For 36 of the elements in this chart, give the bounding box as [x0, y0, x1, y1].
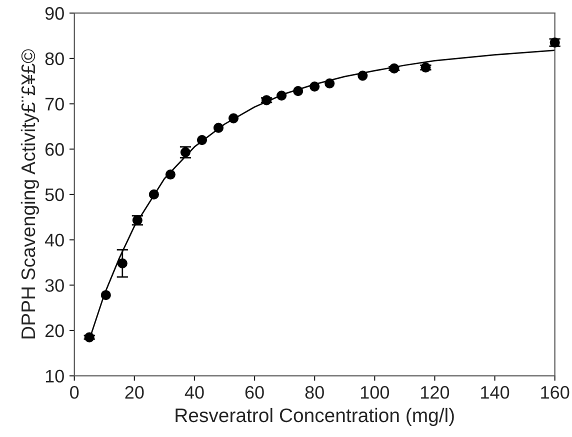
x-axis-title: Resveratrol Concentration (mg/l)	[176, 408, 454, 426]
y-tick-label: 30	[45, 279, 64, 292]
point	[420, 62, 431, 73]
y-tick-label: 50	[45, 188, 64, 202]
point	[100, 290, 111, 300]
point	[117, 258, 128, 268]
y-tick-label: 20	[45, 324, 64, 338]
y-tick-label: 40	[44, 234, 64, 247]
point	[293, 86, 304, 96]
point	[228, 113, 239, 124]
y-tick-label: 70	[45, 98, 64, 111]
y-tick-label: 60	[45, 143, 64, 156]
point	[262, 95, 272, 106]
y-axis-title: DPPH Scavenging Activity£¨£¥£©	[20, 49, 39, 338]
y-tick-label: 90	[45, 7, 64, 20]
x-tick-label: 40	[184, 386, 204, 399]
point	[389, 63, 400, 74]
x-tick-label: 160	[541, 386, 570, 399]
x-tick-label: 120	[421, 386, 450, 399]
point	[358, 70, 368, 81]
point	[84, 332, 94, 342]
x-tick-label: 60	[245, 386, 264, 399]
y-tick-label: 80	[45, 52, 64, 66]
point	[324, 78, 335, 88]
point	[196, 135, 208, 146]
point	[213, 122, 224, 133]
x-tick-label: 140	[481, 386, 510, 399]
x-tick-label: 80	[305, 386, 324, 399]
point	[310, 82, 320, 92]
y-tick-label: 10	[46, 370, 64, 383]
point	[276, 90, 287, 101]
x-tick-label: 20	[125, 386, 144, 399]
x-tick-label: 100	[360, 386, 390, 399]
point	[148, 189, 159, 200]
point	[165, 169, 176, 180]
x-tick-label: 0	[70, 386, 79, 399]
